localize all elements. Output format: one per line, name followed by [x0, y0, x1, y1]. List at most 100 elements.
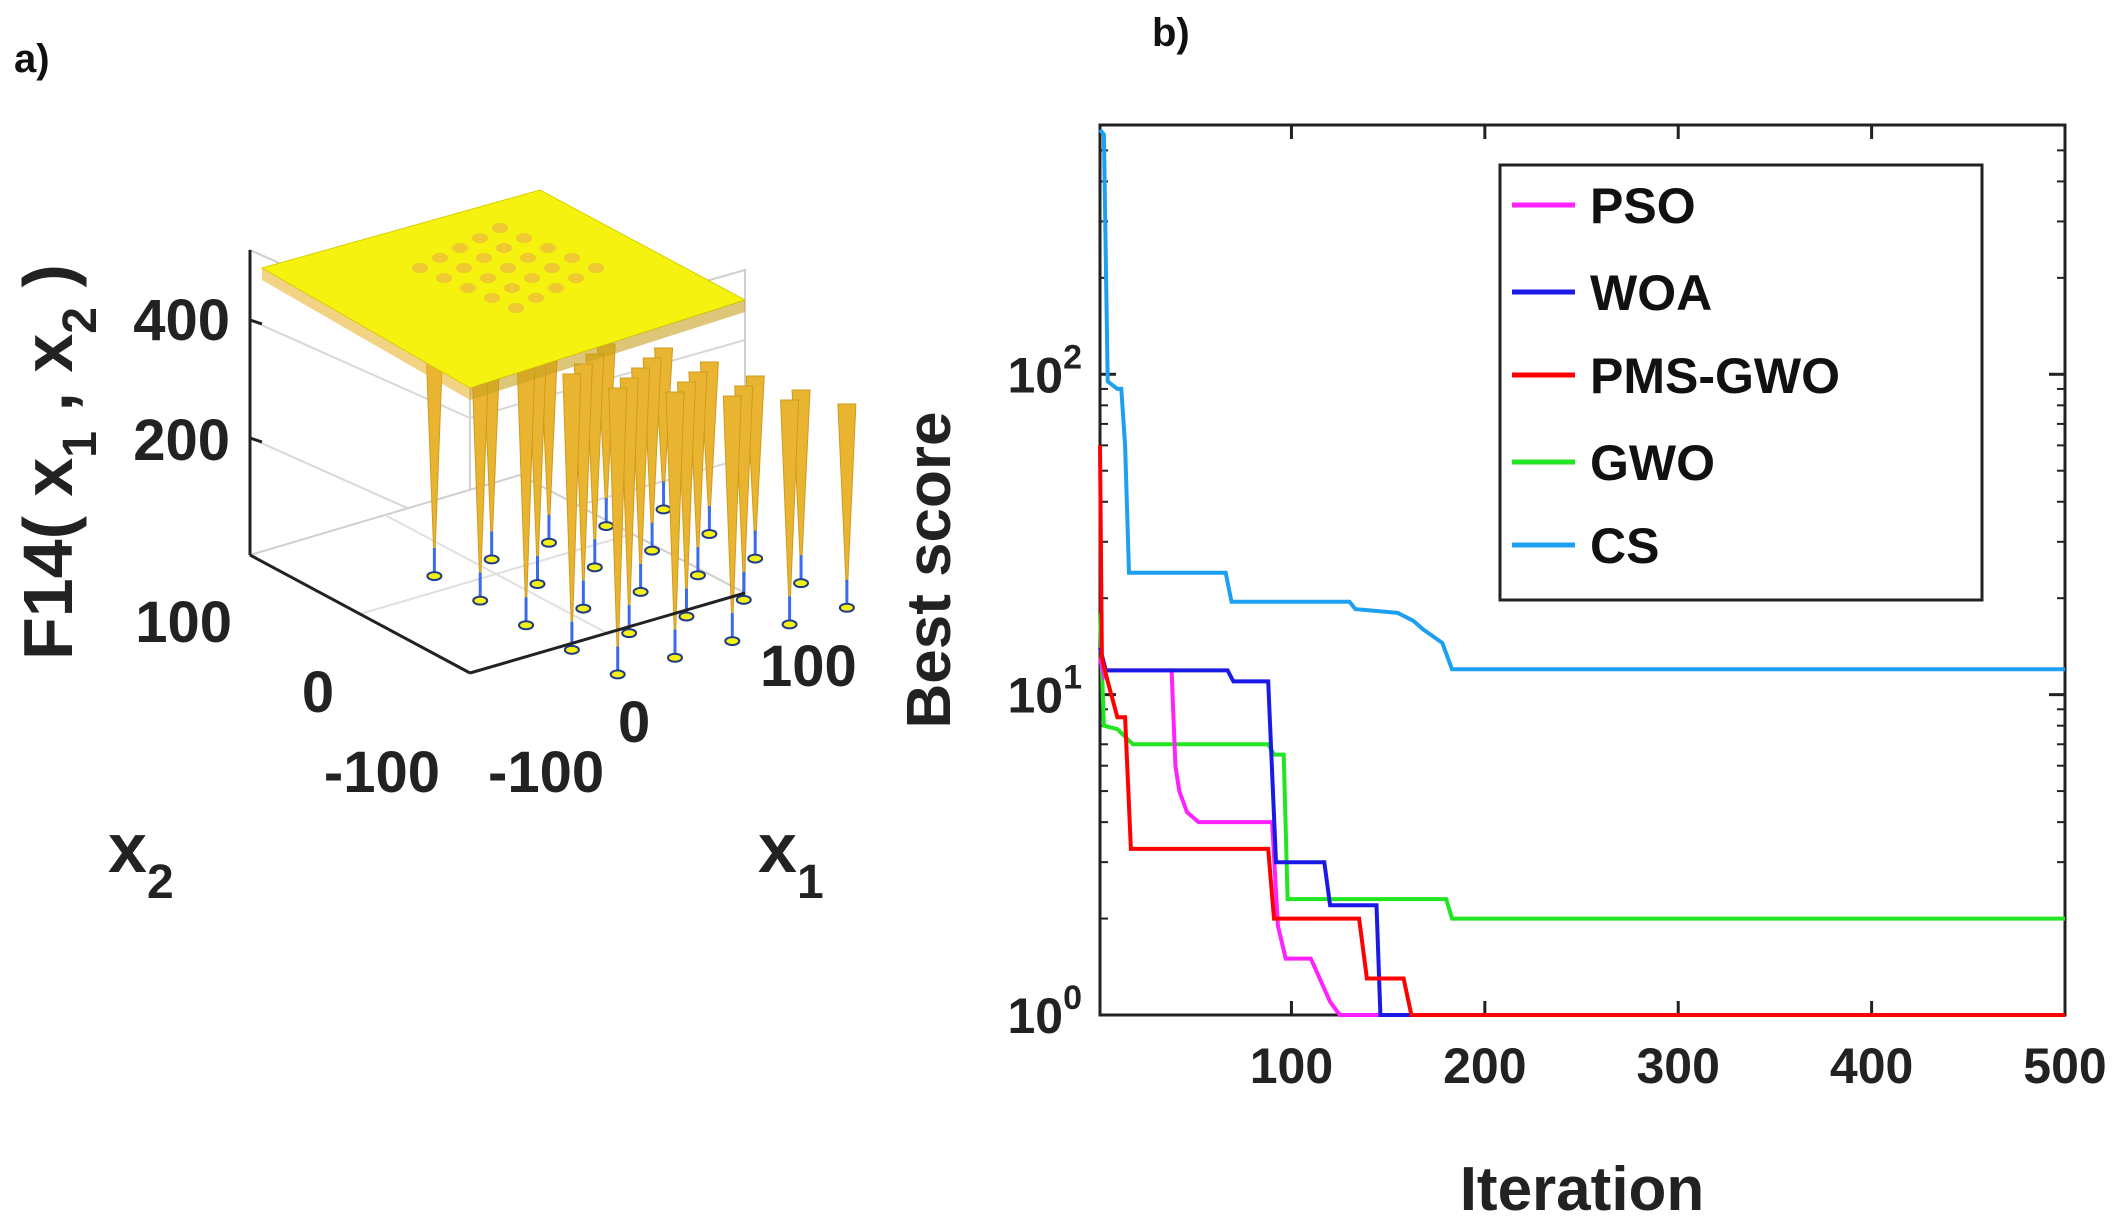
top-dot-16: [504, 283, 520, 293]
spike-23: [780, 399, 800, 619]
foxhole-marker-10: [518, 620, 535, 631]
foxhole-marker-16: [621, 628, 638, 639]
top-dot-18: [544, 263, 560, 273]
foxhole-marker-4: [655, 504, 672, 515]
top-dot-5: [436, 273, 452, 283]
x2-label-sub: 2: [147, 856, 174, 909]
x1-label-sub: 1: [797, 856, 824, 909]
top-dot-9: [516, 233, 532, 243]
x1-tick-neg100: -100: [488, 740, 604, 805]
top-dot-19: [564, 253, 580, 263]
top-dot-12: [500, 263, 516, 273]
axis-x1-edge: [469, 591, 746, 675]
floor-grid-2: [384, 514, 608, 634]
foxhole-marker-12: [632, 586, 649, 597]
top-dot-15: [484, 293, 500, 303]
foxhole-marker-8: [644, 545, 661, 556]
x-tick-label-500: 500: [2023, 1038, 2106, 1094]
top-dot-22: [548, 283, 564, 293]
legend-label-pso: PSO: [1590, 178, 1696, 234]
foxhole-marker-17: [678, 611, 695, 622]
foxhole-marker-11: [575, 603, 592, 614]
surface-edge-left: [262, 268, 470, 400]
top-dot-20: [508, 303, 524, 313]
x1-label-main: x: [758, 809, 797, 887]
foxhole-marker-20: [609, 669, 626, 680]
top-dot-1: [432, 253, 448, 263]
y-tick-label-1: 101: [1007, 659, 1082, 724]
legend-label-woa: WOA: [1590, 265, 1712, 321]
foxhole-marker-13: [689, 570, 706, 581]
y-ticks: 100 101 102: [1007, 338, 2065, 1044]
z-label-end: ): [9, 264, 87, 307]
top-dot-14: [540, 243, 556, 253]
z-tick-400: 400: [133, 288, 230, 353]
x1-tick-100: 100: [760, 634, 857, 699]
x-tick-label-100: 100: [1250, 1038, 1333, 1094]
foxhole-marker-2: [540, 537, 557, 548]
legend: PSO WOA PMS-GWO GWO CS: [1512, 178, 1840, 574]
legend-label-pms-gwo: PMS-GWO: [1590, 348, 1840, 404]
top-dot-21: [528, 293, 544, 303]
x-tick-label-200: 200: [1443, 1038, 1526, 1094]
x2-tick-0: 0: [302, 660, 334, 725]
top-dot-0: [412, 263, 428, 273]
tick-z-400: [249, 318, 263, 326]
top-dot-24: [588, 263, 604, 273]
x1-axis-label: x1: [758, 809, 824, 909]
spike-15: [562, 373, 582, 644]
series-line-pms-gwo: [1098, 445, 2065, 1017]
spike-20: [608, 387, 628, 669]
series-line-gwo: [1098, 612, 2065, 921]
convergence-plot: 100 200 300 400 500 100 101 102 Iteration Best…: [895, 123, 2107, 1224]
top-dot-10: [460, 283, 476, 293]
z-label-sub1: 1: [54, 431, 107, 458]
foxhole-marker-6: [529, 579, 546, 589]
panel-a-label: a): [14, 37, 50, 81]
panel-b-label: b): [1152, 11, 1190, 55]
series-lines: [1098, 128, 2065, 1017]
top-dot-23: [568, 273, 584, 283]
top-dot-13: [520, 253, 536, 263]
top-dot-2: [452, 243, 468, 253]
top-dot-17: [524, 273, 540, 283]
foxhole-marker-22: [724, 636, 741, 647]
z-tick-200: 200: [133, 408, 230, 473]
legend-label-cs: CS: [1590, 518, 1659, 574]
x-ticks: 100 200 300 400 500: [1250, 125, 2107, 1094]
y-axis-label: Best score: [895, 411, 964, 728]
spike-22: [722, 395, 742, 636]
foxhole-marker-0: [426, 571, 443, 582]
x1-tick-0: 0: [618, 690, 650, 755]
foxhole-marker-5: [472, 595, 489, 606]
surface-plot: 200 400 100 0 -100 -100 0 100 x2 x1 F14(…: [9, 189, 857, 909]
spike-21: [665, 391, 685, 652]
surface-edge-right: [470, 300, 745, 400]
foxhole-marker-9: [701, 529, 718, 539]
foxhole-marker-21: [667, 652, 683, 663]
foxhole-marker-7: [586, 562, 603, 573]
x2-label-main: x: [108, 809, 147, 887]
legend-box: [1498, 163, 1984, 602]
series-line-cs: [1098, 128, 2065, 672]
foxhole-marker-23: [781, 619, 798, 630]
legend-label-gwo: GWO: [1590, 435, 1715, 491]
x2-tick-100: 100: [135, 590, 232, 655]
x2-tick-neg100: -100: [324, 740, 440, 805]
z-axis-label: F14( x1 , x2 ): [9, 264, 107, 660]
tick-z-200: [249, 436, 263, 444]
x-tick-label-400: 400: [1830, 1038, 1913, 1094]
top-dot-3: [472, 233, 488, 243]
top-dot-4: [492, 223, 508, 233]
axis-x2-edge: [249, 553, 471, 675]
foxhole-marker-15: [563, 644, 580, 655]
foxhole-marker-1: [483, 554, 500, 565]
z-label-main: F14( x: [9, 458, 87, 660]
z-label-sub2: 2: [54, 307, 107, 334]
y-tick-label-0: 100: [1007, 979, 1082, 1044]
foxhole-marker-19: [793, 578, 810, 589]
top-dot-8: [496, 243, 512, 253]
surface-top-pattern: [412, 223, 604, 313]
x-axis-label: Iteration: [1460, 1155, 1705, 1224]
